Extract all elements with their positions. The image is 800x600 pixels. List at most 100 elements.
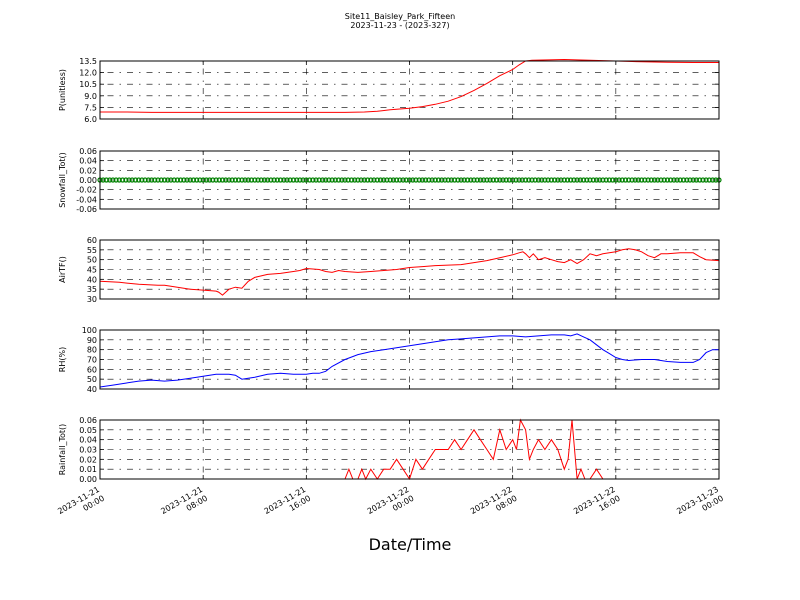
- data-marker: [600, 177, 606, 183]
- data-marker: [606, 177, 613, 183]
- data-marker: [210, 177, 216, 183]
- data-marker: [545, 177, 551, 183]
- data-marker: [555, 177, 561, 183]
- data-marker: [274, 177, 280, 183]
- data-marker: [158, 177, 164, 183]
- data-marker: [435, 177, 442, 183]
- data-marker: [645, 177, 651, 183]
- data-marker: [416, 177, 422, 183]
- data-marker: [497, 177, 503, 183]
- data-marker: [590, 177, 596, 183]
- y-tick-label: 100: [82, 326, 97, 335]
- y-tick-label: 80: [87, 346, 97, 355]
- y-tick-label: 12.0: [79, 69, 97, 78]
- y-tick-label: 40: [87, 385, 97, 394]
- panel-4-frame: [99, 329, 720, 390]
- data-marker: [439, 177, 445, 183]
- data-marker: [390, 177, 396, 183]
- data-marker: [687, 177, 693, 183]
- data-marker: [326, 177, 332, 183]
- data-marker: [136, 177, 142, 183]
- data-marker: [323, 177, 329, 183]
- data-marker: [290, 177, 296, 183]
- data-marker: [442, 177, 448, 183]
- data-marker: [103, 177, 110, 183]
- data-marker: [580, 177, 587, 183]
- data-marker: [236, 177, 242, 183]
- data-marker: [248, 177, 255, 183]
- series-1-line: [100, 58, 719, 113]
- data-marker: [332, 177, 338, 183]
- data-marker: [413, 177, 419, 183]
- y-tick-label: 70: [87, 356, 97, 365]
- data-marker: [294, 177, 300, 183]
- data-marker: [626, 177, 632, 183]
- data-marker: [207, 177, 213, 183]
- y-tick-label: 60: [87, 365, 97, 374]
- data-marker: [316, 177, 322, 183]
- y-tick-label: 7.5: [84, 103, 97, 112]
- data-marker: [584, 177, 590, 183]
- data-marker: [339, 177, 345, 183]
- data-marker: [397, 177, 403, 183]
- data-marker: [107, 177, 113, 183]
- data-marker: [539, 177, 545, 183]
- y-tick-label: 0.06: [79, 147, 97, 156]
- data-marker: [493, 177, 500, 183]
- data-marker: [655, 177, 661, 183]
- panel-1: 6.0 7.5 9.0 10.5 12.0 13.5 P(unitless): [58, 57, 720, 124]
- data-marker: [345, 177, 351, 183]
- data-marker: [129, 177, 135, 183]
- data-marker: [490, 177, 496, 183]
- data-marker: [468, 177, 474, 183]
- data-marker: [506, 177, 512, 183]
- data-marker: [410, 177, 416, 183]
- data-marker: [371, 177, 377, 183]
- data-marker: [619, 177, 625, 183]
- y-tick-label: 9.0: [84, 92, 97, 101]
- data-marker: [384, 177, 390, 183]
- data-marker: [458, 177, 464, 183]
- data-marker: [142, 177, 148, 183]
- data-marker: [219, 177, 226, 183]
- data-marker: [671, 177, 677, 183]
- data-marker: [307, 177, 313, 183]
- y-tick-label: -0.02: [76, 186, 97, 195]
- data-marker: [319, 177, 326, 183]
- data-marker: [635, 177, 642, 183]
- data-marker: [680, 177, 687, 183]
- series-2-markers: [97, 177, 722, 183]
- data-marker: [223, 177, 229, 183]
- data-marker: [268, 177, 274, 183]
- data-marker: [513, 177, 519, 183]
- series-5-line: [100, 418, 719, 481]
- data-marker: [132, 177, 139, 183]
- data-marker: [693, 177, 700, 183]
- y-tick-label: 10.5: [79, 80, 97, 89]
- data-marker: [178, 177, 184, 183]
- data-marker: [526, 177, 532, 183]
- data-marker: [203, 177, 209, 183]
- data-marker: [452, 177, 458, 183]
- data-marker: [571, 177, 577, 183]
- y-axis-label: RH(%): [58, 347, 67, 372]
- data-marker: [303, 177, 309, 183]
- data-marker: [684, 177, 690, 183]
- data-marker: [481, 177, 487, 183]
- data-marker: [487, 177, 493, 183]
- data-marker: [603, 177, 609, 183]
- y-tick-label: 40: [87, 275, 97, 284]
- y-tick-label: 0.00: [79, 176, 97, 185]
- data-marker: [252, 177, 258, 183]
- y-tick-label: 90: [87, 336, 97, 345]
- data-marker: [181, 177, 187, 183]
- data-marker: [629, 177, 635, 183]
- data-marker: [642, 177, 648, 183]
- data-marker: [348, 177, 355, 183]
- data-marker: [281, 177, 287, 183]
